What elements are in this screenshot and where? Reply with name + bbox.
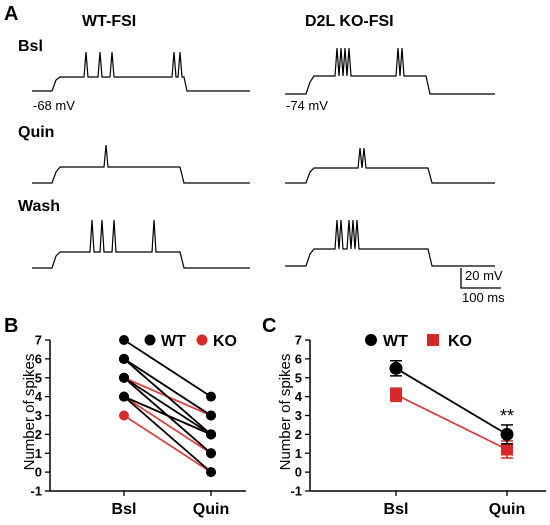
ko-mean-point [390, 388, 402, 401]
wt-point [206, 429, 216, 440]
trace-ko-quin [285, 147, 495, 184]
x-tick-label: Quin [489, 501, 525, 518]
column-title-wt: WT-FSI [82, 13, 136, 30]
trace-wt-bsl [32, 51, 250, 92]
ko-pair-line [123, 395, 212, 455]
trace-wt-wash [32, 219, 250, 269]
ko-point [119, 410, 129, 421]
y-tick-label: 3 [35, 408, 42, 423]
y-tick-label: -1 [30, 484, 42, 499]
trace-wt-quin [32, 144, 250, 184]
column-title-ko: D2L KO-FSI [305, 13, 394, 30]
legend-ko-marker [427, 334, 439, 346]
x-tick-label: Bsl [112, 501, 137, 518]
ko-pair-line [123, 414, 212, 473]
row-label-quin: Quin [18, 124, 54, 141]
legend-wt-label: WT [383, 333, 408, 350]
wt-point [119, 372, 129, 383]
ko-mean-point [501, 443, 513, 456]
wt-point [206, 410, 216, 421]
y-tick-label: -1 [290, 484, 302, 499]
significance-annotation: ** [500, 406, 514, 426]
legend-wt-label: WT [161, 333, 186, 350]
panel-c-chart: -1 0 1 2 3 4 5 6 7 Bsl Quin Number of spikes ** WT KO [277, 333, 546, 518]
legend-ko-label: KO [213, 333, 237, 350]
wt-point [206, 391, 216, 402]
wt-point [119, 353, 129, 364]
x-tick-label: Quin [193, 501, 229, 518]
legend-ko-marker [196, 334, 208, 346]
x-tick-label: Bsl [384, 501, 409, 518]
y-tick-label: 6 [295, 351, 302, 366]
y-tick-label: 1 [295, 446, 302, 461]
scale-bar-ms-label: 100 ms [462, 290, 505, 305]
legend-wt-marker [365, 334, 377, 346]
wt-pair-line [123, 358, 212, 436]
y-axis-label: Number of spikes [277, 354, 294, 471]
y-tick-label: 7 [35, 333, 42, 348]
row-label-bsl: Bsl [18, 38, 43, 55]
y-tick-label: 3 [295, 408, 302, 423]
y-tick-label: 6 [35, 351, 42, 366]
wt-mean-line [395, 367, 508, 436]
wt-pair-line [123, 376, 212, 436]
resting-potential-ko: -74 mV [286, 98, 328, 113]
y-tick-label: 2 [295, 427, 302, 442]
y-tick-label: 5 [295, 370, 302, 385]
wt-pair-line [123, 339, 212, 398]
y-tick-label: 0 [35, 465, 42, 480]
wt-mean-point [389, 361, 403, 375]
y-tick-label: 2 [35, 427, 42, 442]
y-axis-label: Number of spikes [21, 354, 38, 471]
scale-bar [460, 268, 501, 289]
wt-mean-point [500, 427, 514, 441]
trace-ko-bsl [285, 47, 495, 95]
wt-point [119, 391, 129, 402]
y-tick-label: 4 [295, 389, 303, 404]
y-tick-label: 1 [35, 446, 42, 461]
y-tick-label: 4 [35, 389, 43, 404]
panel-a-letter: A [4, 3, 18, 25]
wt-point [206, 448, 216, 459]
wt-pair-line [123, 395, 212, 473]
legend-wt-marker [144, 334, 156, 346]
wt-point [119, 335, 129, 345]
y-tick-label: 5 [35, 370, 42, 385]
panel-c-letter: C [262, 315, 276, 337]
panel-b-chart: -1 0 1 2 3 4 5 6 7 Bsl Quin Number of spikes WT KO [21, 333, 246, 518]
resting-potential-wt: -68 mV [33, 98, 75, 113]
y-tick-label: 0 [295, 465, 302, 480]
scale-bar-mv-label: 20 mV [465, 268, 503, 283]
y-tick-label: 7 [295, 333, 302, 348]
wt-pair-line [123, 358, 212, 417]
ko-mean-line [395, 393, 508, 451]
trace-ko-wash [285, 219, 495, 267]
legend-ko-label: KO [448, 333, 472, 350]
panel-a: A WT-FSI D2L KO-FSI Bsl Quin Wash -68 mV… [4, 3, 505, 305]
wt-point [206, 467, 216, 478]
wt-pair-line [123, 395, 212, 436]
row-label-wash: Wash [18, 198, 60, 215]
panel-b-letter: B [4, 315, 18, 337]
